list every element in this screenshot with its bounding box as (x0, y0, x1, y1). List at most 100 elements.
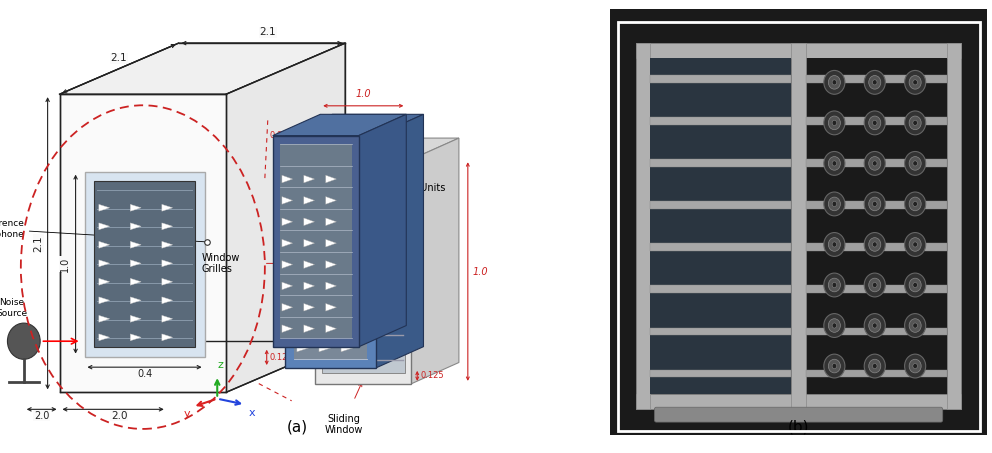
Circle shape (905, 151, 926, 175)
Polygon shape (947, 43, 960, 410)
Polygon shape (84, 172, 204, 357)
Polygon shape (297, 203, 309, 211)
Circle shape (873, 282, 877, 288)
Polygon shape (297, 179, 309, 187)
Polygon shape (282, 304, 293, 311)
Circle shape (869, 197, 881, 211)
Circle shape (864, 313, 885, 337)
Circle shape (823, 313, 845, 337)
Bar (806, 117, 947, 125)
Polygon shape (297, 321, 309, 328)
Polygon shape (304, 218, 314, 226)
Polygon shape (99, 297, 109, 304)
Circle shape (828, 238, 840, 251)
Polygon shape (294, 145, 367, 359)
Circle shape (905, 111, 926, 135)
Polygon shape (285, 114, 424, 135)
Circle shape (869, 278, 881, 292)
Circle shape (909, 76, 922, 89)
Polygon shape (376, 114, 424, 368)
Circle shape (909, 157, 922, 170)
Polygon shape (99, 260, 109, 267)
Circle shape (828, 157, 840, 170)
Circle shape (828, 116, 840, 130)
Circle shape (869, 116, 881, 130)
Polygon shape (280, 144, 352, 338)
Polygon shape (273, 114, 407, 135)
Polygon shape (325, 325, 336, 333)
Text: Reference
Microphone: Reference Microphone (0, 219, 204, 242)
Polygon shape (130, 260, 141, 267)
Bar (791, 43, 806, 410)
Polygon shape (325, 304, 336, 311)
Circle shape (864, 192, 885, 216)
Circle shape (905, 273, 926, 297)
Polygon shape (130, 204, 141, 211)
Bar (650, 202, 791, 209)
Polygon shape (341, 297, 353, 305)
Polygon shape (297, 274, 309, 281)
Polygon shape (319, 297, 331, 305)
Polygon shape (319, 321, 331, 328)
Polygon shape (162, 204, 173, 211)
Circle shape (832, 323, 836, 328)
Polygon shape (610, 9, 987, 435)
Bar (806, 328, 947, 335)
Polygon shape (162, 223, 173, 230)
Circle shape (909, 238, 922, 251)
Polygon shape (297, 226, 309, 234)
Text: (b): (b) (788, 420, 809, 435)
Circle shape (823, 273, 845, 297)
Circle shape (823, 192, 845, 216)
Polygon shape (162, 297, 173, 304)
Polygon shape (359, 114, 407, 347)
Polygon shape (226, 43, 345, 392)
Circle shape (832, 120, 836, 125)
Polygon shape (282, 261, 293, 268)
Circle shape (828, 76, 840, 89)
Polygon shape (325, 218, 336, 226)
Circle shape (869, 319, 881, 333)
Circle shape (832, 161, 836, 166)
Circle shape (873, 120, 877, 125)
Circle shape (905, 313, 926, 337)
Text: 1.0: 1.0 (472, 266, 488, 277)
Circle shape (864, 70, 885, 94)
Polygon shape (99, 241, 109, 248)
Circle shape (832, 202, 836, 207)
Circle shape (823, 151, 845, 175)
Polygon shape (321, 171, 405, 372)
Polygon shape (60, 43, 345, 94)
Polygon shape (325, 239, 336, 247)
Text: Window
Grilles: Window Grilles (201, 253, 240, 274)
Bar (806, 159, 947, 167)
Polygon shape (319, 179, 331, 187)
Circle shape (869, 359, 881, 373)
Polygon shape (325, 197, 336, 204)
Polygon shape (315, 159, 412, 384)
Polygon shape (637, 43, 960, 58)
Polygon shape (315, 138, 459, 159)
Circle shape (905, 192, 926, 216)
Polygon shape (304, 175, 314, 183)
Circle shape (905, 70, 926, 94)
Bar (806, 202, 947, 209)
Polygon shape (319, 226, 331, 234)
Bar (806, 285, 947, 293)
Bar (650, 159, 791, 167)
Polygon shape (325, 175, 336, 183)
Polygon shape (130, 334, 141, 341)
Text: 2.0: 2.0 (34, 411, 50, 421)
Circle shape (823, 70, 845, 94)
Bar (650, 285, 791, 293)
Circle shape (873, 323, 877, 328)
Polygon shape (282, 282, 293, 290)
Polygon shape (60, 94, 226, 392)
Circle shape (869, 76, 881, 89)
Polygon shape (325, 282, 336, 290)
Circle shape (832, 282, 836, 288)
Polygon shape (341, 226, 353, 234)
Polygon shape (282, 325, 293, 333)
Circle shape (905, 232, 926, 256)
Circle shape (873, 242, 877, 247)
